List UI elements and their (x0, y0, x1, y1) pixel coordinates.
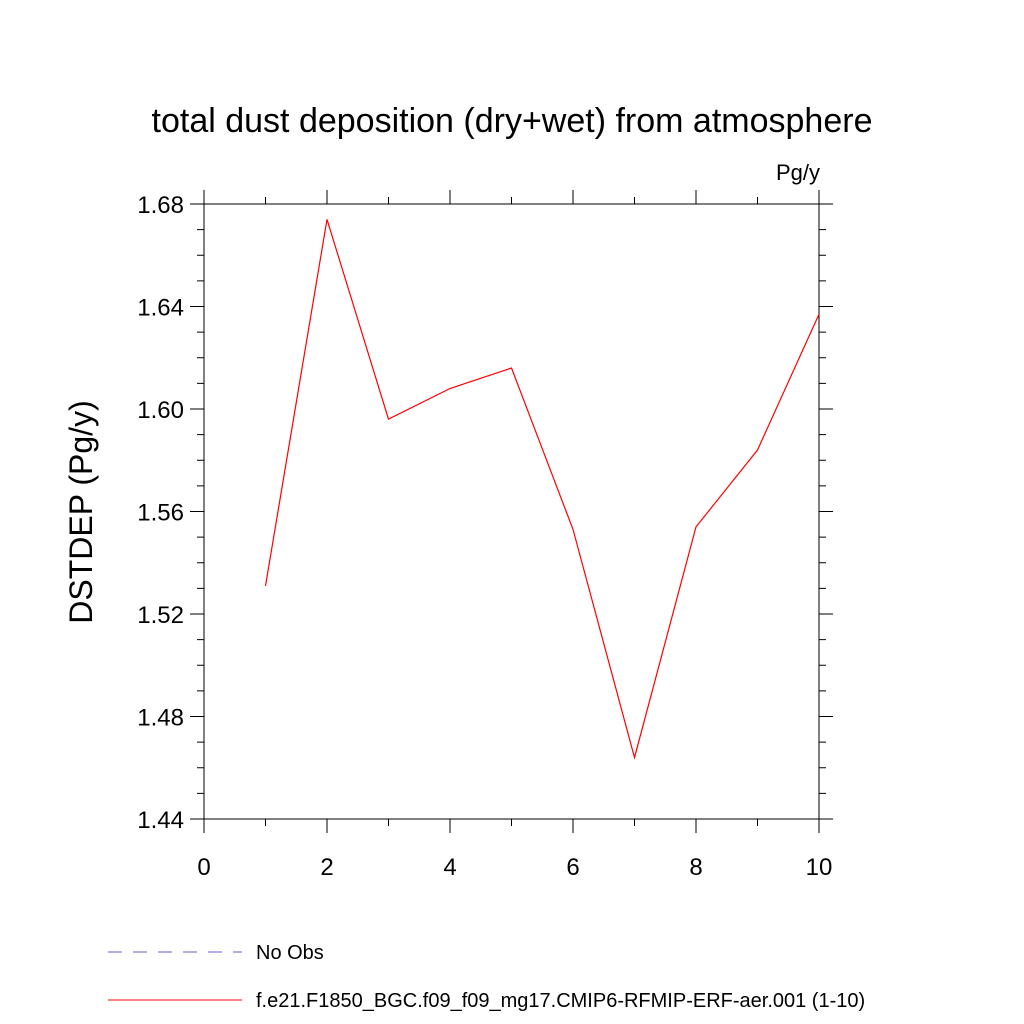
legend-label: f.e21.F1850_BGC.f09_f09_mg17.CMIP6-RFMIP… (256, 990, 865, 1012)
legend-label: No Obs (256, 942, 324, 964)
x-tick-label: 6 (566, 854, 579, 881)
series-line (264, 219, 820, 760)
units-label: Pg/y (776, 160, 820, 185)
y-axis-ticks: 1.44 1.48 1.52 1.56 1.60 1.64 1.68 (137, 192, 833, 834)
x-axis-ticks: 0 2 4 6 8 10 (197, 190, 832, 881)
y-tick-label: 1.64 (137, 295, 184, 322)
y-axis-label: DSTDEP (Pg/y) (63, 400, 99, 623)
y-tick-label: 1.44 (137, 807, 184, 834)
x-tick-label: 2 (320, 854, 333, 881)
x-tick-label: 4 (443, 854, 456, 881)
y-tick-label: 1.56 (137, 500, 184, 527)
x-tick-label: 8 (689, 854, 702, 881)
x-tick-label: 10 (806, 854, 833, 881)
y-tick-label: 1.52 (137, 602, 184, 629)
y-tick-label: 1.60 (137, 397, 184, 424)
plot-frame (203, 203, 820, 820)
chart-title: total dust deposition (dry+wet) from atm… (152, 102, 873, 140)
y-tick-label: 1.48 (137, 705, 184, 732)
y-tick-label: 1.68 (137, 192, 184, 219)
x-tick-label: 0 (197, 854, 210, 881)
legend: No Obs f.e21.F1850_BGC.f09_f09_mg17.CMIP6… (108, 942, 865, 1012)
series-group (264, 219, 820, 760)
